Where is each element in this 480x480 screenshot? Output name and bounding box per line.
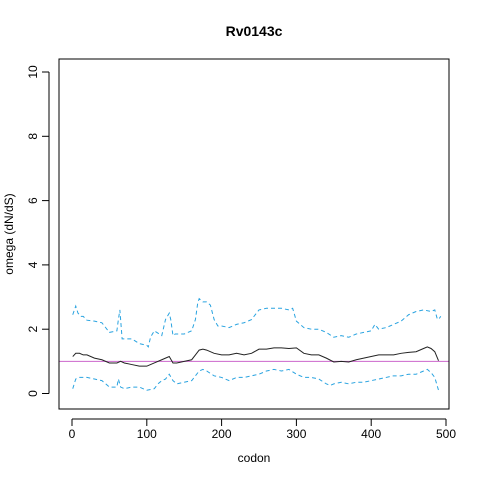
series-line-upper	[72, 297, 442, 348]
y-tick-label: 6	[26, 197, 40, 204]
y-axis-label: omega (dN/dS)	[2, 193, 16, 274]
x-tick-label: 0	[69, 427, 76, 441]
y-tick-label: 8	[26, 133, 40, 140]
chart-title: Rv0143c	[226, 23, 283, 39]
x-tick-label: 400	[361, 427, 381, 441]
plot-frame	[58, 58, 450, 410]
x-tick-label: 300	[286, 427, 306, 441]
x-tick-label: 200	[212, 427, 232, 441]
y-tick-label: 0	[26, 390, 40, 397]
x-tick-label: 100	[137, 427, 157, 441]
y-tick-label: 10	[26, 65, 40, 79]
y-tick-label: 4	[26, 261, 40, 268]
y-tick-label: 2	[26, 326, 40, 333]
x-tick-label: 500	[436, 427, 456, 441]
series-line-estimate	[72, 346, 439, 367]
series-line-lower	[72, 368, 442, 393]
x-axis-label: codon	[238, 451, 271, 465]
